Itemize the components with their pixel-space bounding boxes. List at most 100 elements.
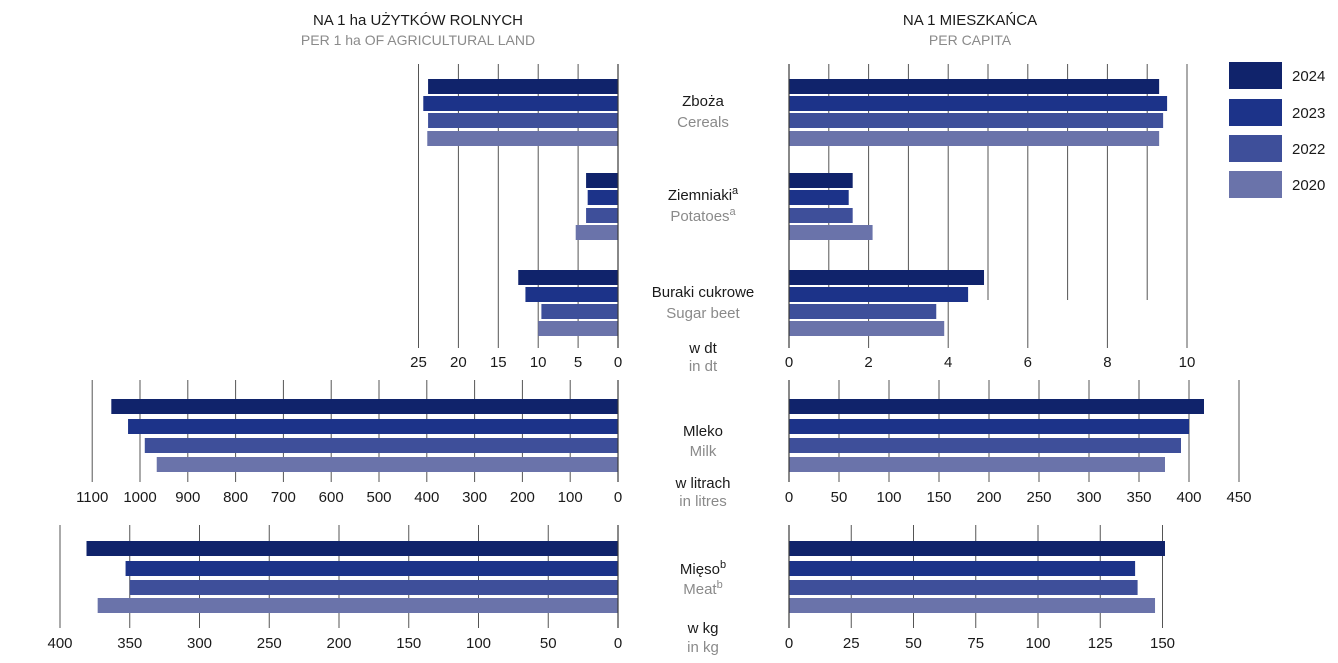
bar-per-capita-dt-2020-0 (789, 131, 1160, 146)
bar-per-1-ha-dt-2024-1 (586, 173, 618, 188)
tick-label: 200 (976, 489, 1001, 506)
bar-per-1-ha-litres-2024-0 (111, 399, 618, 414)
tick-label: 150 (396, 635, 421, 652)
tick-label: 0 (785, 489, 793, 506)
tick-label: 1000 (123, 489, 156, 506)
right-header-en: PER CAPITA (929, 32, 1012, 48)
tick-label: 0 (785, 354, 793, 371)
category-label-en: Cereals (677, 114, 729, 131)
legend-label-2023: 2023 (1292, 105, 1325, 122)
unit-label-en: in litres (679, 493, 727, 510)
tick-label: 1100 (76, 489, 108, 506)
tick-label: 300 (462, 489, 487, 506)
bar-per-capita-dt-2022-1 (789, 208, 853, 223)
category-label-pl: Mięsob (680, 559, 726, 578)
tick-label: 400 (1176, 489, 1201, 506)
legend-swatch-2023 (1229, 99, 1282, 126)
tick-label: 6 (1024, 354, 1032, 371)
bar-per-capita-dt-2024-2 (789, 270, 985, 285)
legend-swatch-2020 (1229, 171, 1282, 198)
category-label-en: Meatb (683, 579, 722, 598)
bar-per-1-ha-kg-2024-0 (86, 541, 618, 556)
tick-label: 400 (47, 635, 72, 652)
tick-label: 150 (926, 489, 951, 506)
category-label-pl: Buraki cukrowe (652, 284, 755, 301)
tick-label: 400 (414, 489, 439, 506)
tick-label: 0 (614, 489, 622, 506)
unit-label-pl: w litrach (674, 475, 730, 492)
legend-label-2024: 2024 (1292, 68, 1325, 85)
bar-per-capita-dt-2024-1 (789, 173, 853, 188)
tick-label: 700 (271, 489, 296, 506)
tick-label: 800 (223, 489, 248, 506)
bar-per-capita-dt-2023-0 (789, 96, 1168, 111)
tick-label: 250 (1026, 489, 1051, 506)
bar-per-1-ha-litres-2023-0 (128, 419, 619, 434)
left-header-en: PER 1 ha OF AGRICULTURAL LAND (301, 32, 535, 48)
tick-label: 300 (1076, 489, 1101, 506)
tick-label: 20 (450, 354, 467, 371)
bar-per-1-ha-dt-2020-1 (575, 225, 618, 240)
bar-per-1-ha-dt-2020-2 (538, 321, 618, 336)
unit-label-en: in dt (689, 358, 718, 375)
bars (86, 79, 1204, 613)
tick-label: 25 (843, 635, 860, 652)
bar-per-1-ha-litres-2020-0 (156, 457, 619, 472)
category-label-pl: Zboża (682, 93, 724, 110)
category-label-pl: Ziemniakia (668, 185, 739, 204)
tick-label: 75 (967, 635, 984, 652)
bar-per-capita-kg-2024-0 (789, 541, 1165, 556)
tick-label: 10 (1179, 354, 1196, 371)
bar-per-capita-litres-2022-0 (789, 438, 1181, 453)
tick-label: 50 (831, 489, 848, 506)
bar-per-1-ha-dt-2024-2 (518, 270, 618, 285)
bar-per-capita-dt-2020-1 (789, 225, 873, 240)
tick-label: 50 (540, 635, 557, 652)
left-header-pl: NA 1 ha UŻYTKÓW ROLNYCH (313, 11, 523, 29)
bar-per-capita-kg-2020-0 (789, 598, 1156, 613)
bar-per-capita-litres-2020-0 (789, 457, 1165, 472)
tick-label: 8 (1103, 354, 1111, 371)
legend-swatch-2022 (1229, 135, 1282, 162)
bar-per-capita-kg-2023-0 (789, 561, 1136, 576)
bar-per-capita-dt-2023-1 (789, 190, 849, 205)
tick-label: 15 (490, 354, 507, 371)
legend: 2024 2023 2022 2020 (1229, 62, 1325, 198)
tick-label: 125 (1088, 635, 1113, 652)
bar-per-1-ha-dt-2022-2 (541, 304, 618, 319)
right-header-pl: NA 1 MIESZKAŃCA (903, 12, 1037, 29)
bar-per-1-ha-kg-2023-0 (125, 561, 618, 576)
tick-label: 600 (319, 489, 344, 506)
bar-per-1-ha-litres-2022-0 (144, 438, 618, 453)
tick-label: 10 (530, 354, 547, 371)
bar-per-capita-kg-2022-0 (789, 580, 1138, 595)
tick-label: 250 (257, 635, 282, 652)
tick-label: 100 (466, 635, 491, 652)
bar-per-1-ha-dt-2022-0 (428, 113, 618, 128)
category-label-en: Potatoesa (670, 206, 736, 225)
category-label-pl: Mleko (683, 423, 723, 440)
bar-per-1-ha-dt-2022-1 (586, 208, 618, 223)
legend-label-2020: 2020 (1292, 177, 1325, 194)
bar-per-capita-dt-2022-2 (789, 304, 937, 319)
unit-label-en: in kg (687, 639, 719, 656)
bar-per-1-ha-dt-2020-0 (427, 131, 618, 146)
tick-label: 300 (187, 635, 212, 652)
tick-label: 25 (410, 354, 427, 371)
bar-per-1-ha-dt-2023-2 (525, 287, 618, 302)
tick-label: 0 (614, 635, 622, 652)
category-label-en: Milk (690, 443, 717, 460)
tick-label: 900 (175, 489, 200, 506)
unit-label-pl: w dt (688, 340, 717, 357)
bar-per-capita-dt-2022-0 (789, 113, 1164, 128)
bar-per-1-ha-kg-2022-0 (129, 580, 618, 595)
category-label-en: Sugar beet (666, 305, 740, 322)
tick-label: 200 (326, 635, 351, 652)
tick-label: 50 (905, 635, 922, 652)
category-labels: Zboża Cereals Ziemniakia Potatoesa Buraki cu… (652, 93, 755, 598)
tick-label: 0 (614, 354, 622, 371)
bar-per-capita-litres-2024-0 (789, 399, 1204, 414)
